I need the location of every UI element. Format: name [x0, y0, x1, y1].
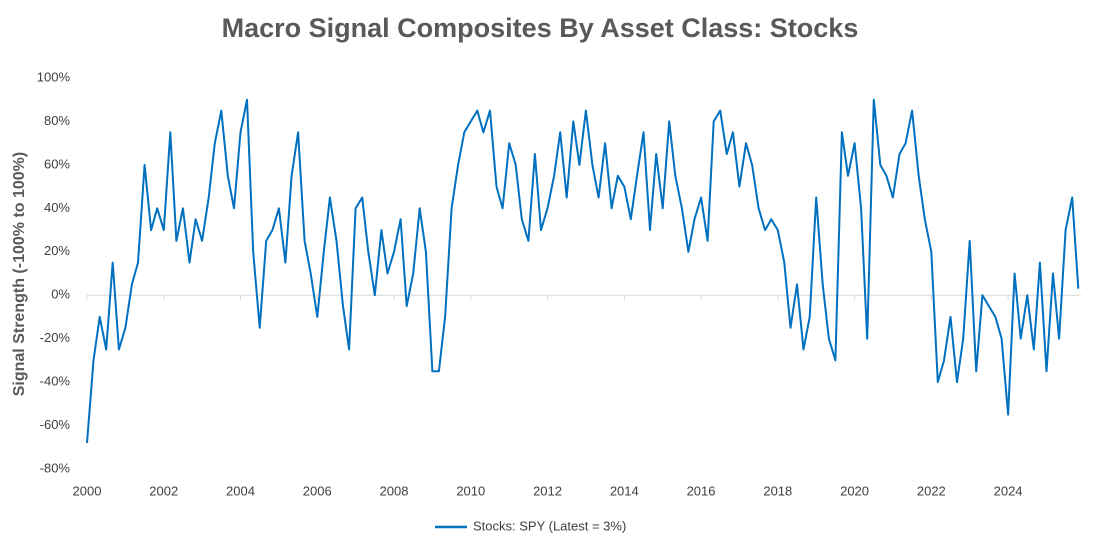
- y-tick-label: -40%: [40, 374, 71, 389]
- y-tick-label: 40%: [44, 200, 70, 215]
- legend-label: Stocks: SPY (Latest = 3%): [473, 518, 626, 533]
- y-tick-label: 20%: [44, 243, 70, 258]
- x-tick-label: 2020: [840, 483, 869, 498]
- x-tick-label: 2012: [533, 483, 562, 498]
- y-tick-label: 100%: [37, 69, 71, 84]
- y-tick-label: -80%: [40, 460, 71, 475]
- x-tick-label: 2008: [380, 483, 409, 498]
- y-tick-label: -60%: [40, 417, 71, 432]
- y-tick-label: 60%: [44, 156, 70, 171]
- x-tick-label: 2016: [687, 483, 716, 498]
- y-axis-label: Signal Strength (-100% to 100%): [11, 152, 28, 397]
- x-tick-label: 2024: [994, 483, 1023, 498]
- x-tick-label: 2006: [303, 483, 332, 498]
- x-tick-label: 2010: [456, 483, 485, 498]
- x-tick-label: 2000: [73, 483, 102, 498]
- x-tick-label: 2004: [226, 483, 255, 498]
- chart-title: Macro Signal Composites By Asset Class: …: [222, 13, 859, 43]
- data-line: [86, 98, 1080, 443]
- x-tick-label: 2018: [763, 483, 792, 498]
- x-tick-label: 2014: [610, 483, 639, 498]
- y-tick-label: 80%: [44, 113, 70, 128]
- x-tick-label: 2022: [917, 483, 946, 498]
- x-tick-label: 2002: [149, 483, 178, 498]
- y-tick-label: -20%: [40, 330, 71, 345]
- y-tick-label: 0%: [51, 287, 70, 302]
